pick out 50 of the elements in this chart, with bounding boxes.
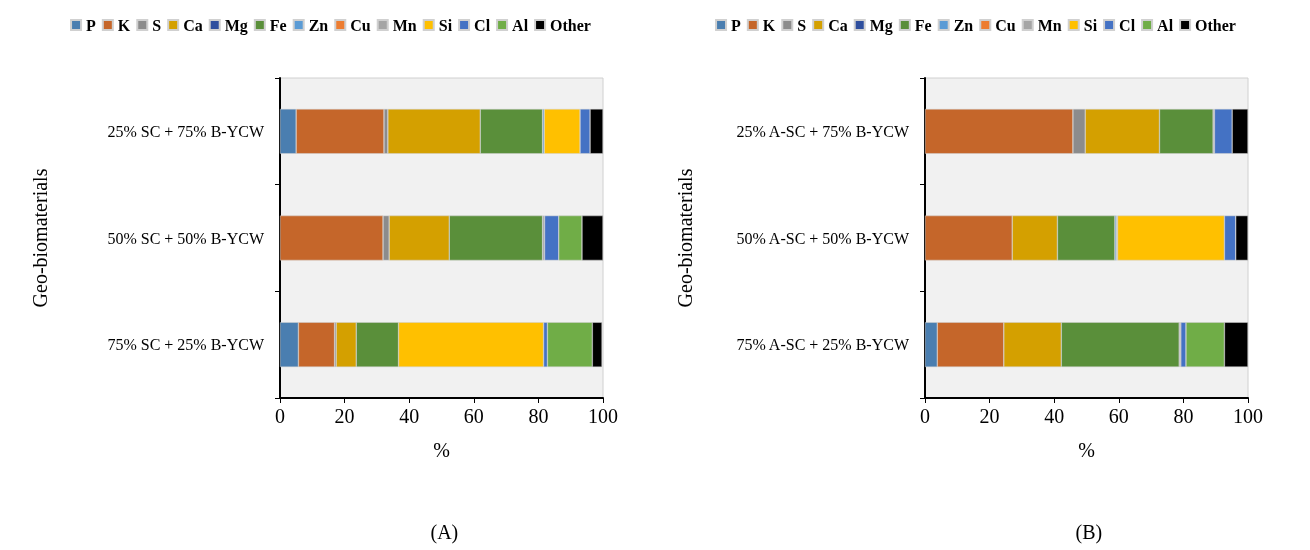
legend-label: P (86, 16, 97, 34)
legend-label: Fe (269, 16, 287, 34)
x-tick-label: 80 (1173, 405, 1194, 427)
y-tick-label: 25% A-SC + 75% B-YCW (736, 122, 910, 140)
x-tick-label: 60 (463, 405, 484, 427)
y-tick-label: 75% SC + 25% B-YCW (107, 336, 265, 354)
legend-label: Zn (308, 16, 329, 34)
legend-label: K (117, 16, 131, 34)
x-tick-label: 60 (1108, 405, 1129, 427)
legend-label: Cl (474, 16, 491, 34)
y-tick-label: 25% SC + 75% B-YCW (107, 122, 265, 140)
x-axis-title: % (1078, 439, 1095, 461)
x-tick-label: 100 (588, 405, 618, 427)
x-axis-title: % (433, 439, 450, 461)
x-tick-label: 20 (979, 405, 1000, 427)
legend-label: Al (1157, 16, 1174, 34)
x-tick-label: 80 (528, 405, 549, 427)
y-axis-title: Geo-biomaterials (29, 168, 51, 308)
legend-label: Si (1083, 16, 1098, 34)
y-axis-title: Geo-biomaterials (674, 168, 696, 308)
legend-label: Fe (914, 16, 932, 34)
legend-label: Other (550, 16, 591, 34)
legend-label: Mg (224, 16, 248, 35)
x-tick-label: 0 (275, 405, 285, 427)
legend-label: K (762, 16, 776, 34)
legend-label: Ca (183, 16, 203, 34)
legend-label: S (797, 16, 807, 34)
x-tick-label: 0 (920, 405, 930, 427)
legend-label: S (152, 16, 162, 34)
legend-label: Cu (350, 16, 371, 34)
legend-label: Zn (953, 16, 974, 34)
x-tick-label: 40 (1044, 405, 1065, 427)
x-tick-label: 20 (334, 405, 355, 427)
legend-label: Si (438, 16, 453, 34)
legend-label: Ca (828, 16, 848, 34)
legend-label: Al (512, 16, 529, 34)
legend-label: Other (1195, 16, 1236, 34)
y-tick-label: 50% A-SC + 50% B-YCW (736, 229, 910, 247)
text: (B) (1075, 521, 1103, 544)
x-tick-label: 40 (399, 405, 420, 427)
legend-label: P (731, 16, 742, 34)
legend-label: Cl (1119, 16, 1136, 34)
y-tick-label: 50% SC + 50% B-YCW (107, 229, 265, 247)
legend-label: Mn (1037, 16, 1062, 34)
y-tick-label: 75% A-SC + 25% B-YCW (736, 336, 910, 354)
legend-label: Mg (869, 16, 893, 35)
legend-label: Mn (392, 16, 417, 34)
legend-label: Cu (995, 16, 1016, 34)
x-tick-label: 100 (1233, 405, 1263, 427)
text: (A) (430, 521, 459, 544)
